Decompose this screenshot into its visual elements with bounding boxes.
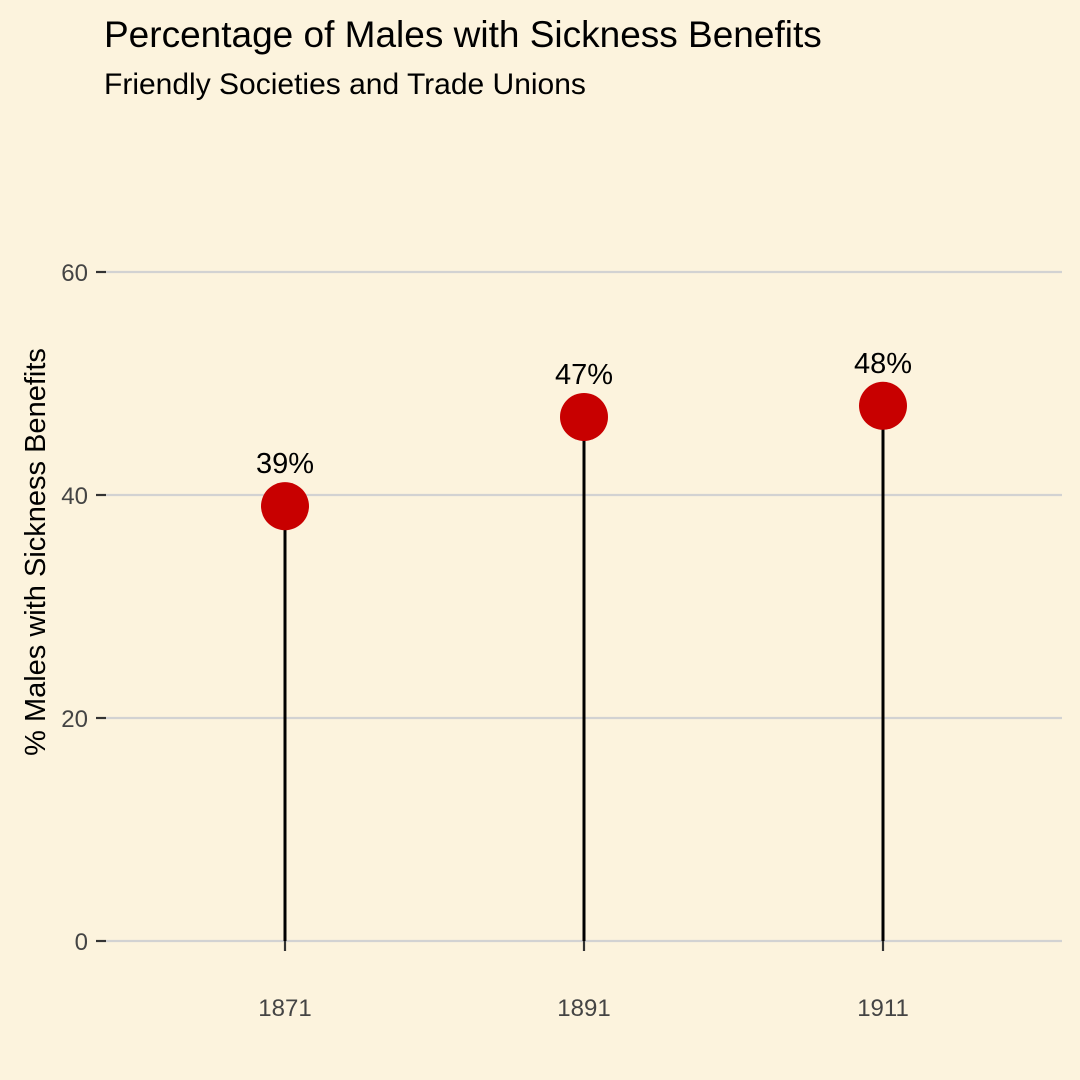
data-label: 39% [256, 448, 314, 480]
lollipop-point [261, 482, 309, 531]
y-axis-title: % Males with Sickness Benefits [20, 348, 52, 756]
chart-subtitle: Friendly Societies and Trade Unions [104, 68, 586, 101]
lollipop-point [560, 392, 608, 441]
data-label: 47% [555, 359, 613, 391]
chart-title: Percentage of Males with Sickness Benefi… [104, 14, 822, 55]
y-tick-label: 0 [75, 929, 88, 956]
x-tick-label: 1891 [557, 995, 610, 1022]
lollipop-point [859, 381, 907, 430]
x-axis: 1871 1891 1911 [258, 941, 909, 1022]
y-axis: 0 20 40 60 [61, 260, 106, 956]
data-label: 48% [854, 348, 912, 380]
x-tick-label: 1911 [857, 995, 909, 1022]
y-tick-label: 40 [61, 483, 88, 510]
y-tick-label: 20 [61, 706, 88, 733]
x-tick-label: 1871 [258, 995, 311, 1022]
data-marks: 39% 47% 48% [256, 348, 912, 941]
y-tick-label: 60 [61, 260, 88, 287]
